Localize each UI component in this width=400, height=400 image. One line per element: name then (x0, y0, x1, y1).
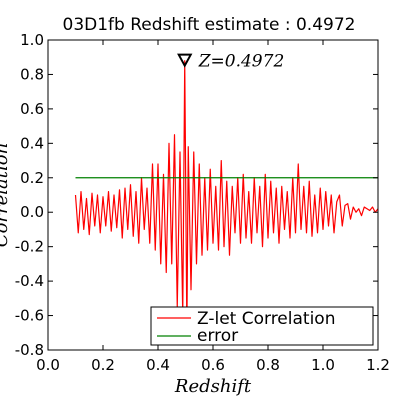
x-tick-label: 0.8 (256, 356, 280, 374)
plot-background (48, 40, 378, 350)
y-tick-label: -0.4 (15, 272, 44, 290)
x-axis-label: Redshift (174, 376, 252, 397)
y-tick-label: 0.8 (20, 65, 44, 83)
x-tick-label: 0.4 (146, 356, 170, 374)
y-tick-label: -0.6 (15, 307, 44, 325)
y-tick-label: 0.0 (20, 203, 44, 221)
peak-marker-triangle (177, 53, 193, 68)
plot-area: 0.0 0.2 0.4 0.6 0.8 1.0 1.21.00.80.60.40.20.0-… (15, 31, 390, 374)
series-line-z-let-correlation (74, 60, 379, 334)
chart-title: 03D1fb Redshift estimate : 0.4972 (63, 15, 356, 35)
legend-box (150, 306, 374, 346)
y-tick-label: -0.8 (15, 341, 44, 359)
y-tick-label: 0.6 (20, 100, 44, 118)
x-tick-label: 0.0 (36, 356, 60, 374)
y-tick-label: 0.4 (20, 134, 44, 152)
ticks-layer: 0.0 0.2 0.4 0.6 0.8 1.0 1.21.00.80.60.40.20.0-… (15, 31, 390, 374)
x-tick-label: 0.6 (201, 356, 225, 374)
peak-annotation-label: Z=0.4972 (198, 52, 285, 72)
annotation-layer: Z=0.4972 (177, 52, 285, 72)
legend-label-error: error (197, 326, 238, 346)
x-tick-label: 0.2 (91, 356, 115, 374)
y-tick-label: 1.0 (20, 31, 44, 49)
y-tick-label: 0.2 (20, 169, 44, 187)
x-tick-label: 1.2 (366, 356, 390, 374)
x-tick-label: 1.0 (311, 356, 335, 374)
legend-label-z-let-correlation: Z-let Correlation (197, 309, 335, 329)
y-axis-label: Correlation (0, 143, 12, 247)
y-tick-label: -0.2 (15, 238, 44, 256)
legend: Z-let Correlation error (150, 306, 374, 346)
series-layer (74, 60, 379, 334)
